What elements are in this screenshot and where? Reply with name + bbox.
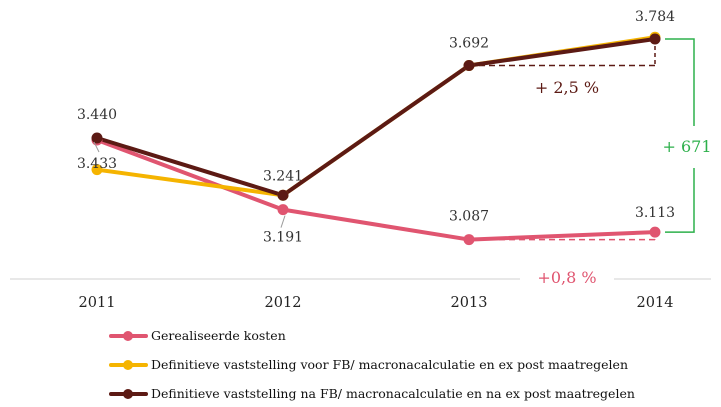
label-realised-2011: 3.433 (77, 156, 117, 172)
legend-label-1: Gerealiseerde kosten (151, 328, 286, 343)
point-1-2012 (277, 204, 289, 216)
annotation-diff: + 671 (662, 137, 711, 156)
x-tick-2013: 2013 (451, 295, 488, 311)
leader-2011 (93, 141, 100, 153)
point-1-2014 (649, 226, 661, 238)
diff-bracket-top (665, 38, 695, 126)
x-tick-2011: 2011 (79, 295, 116, 311)
legend: Gerealiseerde kosten Definitieve vaststel… (109, 328, 635, 401)
label-final-2013: 3.692 (449, 35, 489, 51)
gap-markers (469, 38, 656, 241)
point-2-2011 (91, 164, 103, 176)
legend-marker-3 (123, 389, 133, 399)
diff-bracket-bottom (665, 168, 695, 233)
x-tick-labels: 2011 2012 2013 2014 (79, 295, 674, 311)
annotation-pct-upper: + 2,5 % (535, 78, 599, 97)
leader-2012 (280, 215, 286, 228)
point-3-2013 (463, 59, 475, 71)
legend-marker-2 (123, 360, 133, 370)
legend-label-3: Definitieve vaststelling na FB/ macronac… (151, 386, 635, 401)
series-line-1 (95, 138, 657, 242)
legend-marker-1 (123, 331, 133, 341)
data-labels: 3.440 3.241 3.692 3.784 3.433 3.191 3.087 3.113 (77, 9, 675, 246)
point-3-2014 (649, 33, 661, 45)
label-realised-2012: 3.191 (263, 230, 303, 246)
point-3-2012 (277, 189, 289, 201)
annotations: + 2,5 % +0,8 % + 671 (520, 38, 712, 290)
label-realised-2013: 3.087 (449, 209, 489, 225)
label-final-2014: 3.784 (635, 9, 675, 25)
series-line-3 (95, 36, 657, 198)
legend-label-2: Definitieve vaststelling voor FB/ macron… (151, 357, 628, 372)
x-tick-2014: 2014 (637, 295, 674, 311)
label-realised-2014: 3.113 (635, 205, 675, 221)
annotation-bg-lower (520, 264, 614, 290)
series-layer (91, 31, 661, 246)
point-1-2013 (463, 234, 475, 246)
annotation-pct-lower: +0,8 % (537, 268, 596, 287)
label-final-2011: 3.440 (77, 107, 117, 123)
x-tick-2012: 2012 (265, 295, 302, 311)
label-final-2012: 3.241 (263, 168, 303, 184)
point-3-2011 (91, 132, 103, 144)
